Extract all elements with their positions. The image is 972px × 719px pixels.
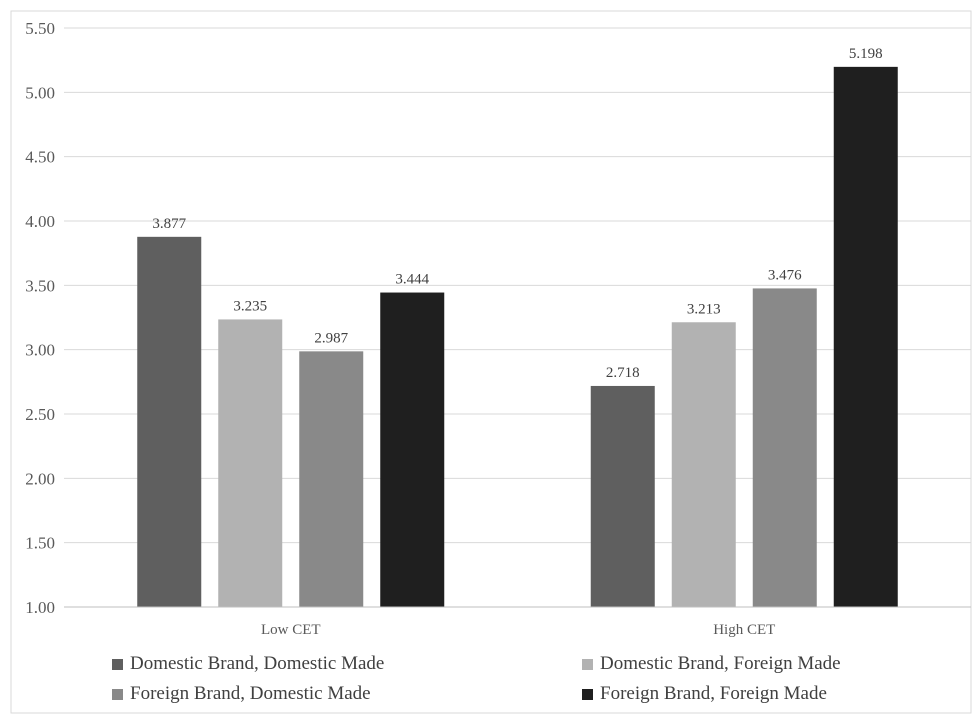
data-label: 3.444 (395, 272, 429, 288)
data-label: 3.476 (768, 267, 802, 283)
legend-item: Foreign Brand, Domestic Made (112, 682, 582, 706)
bar (833, 66, 898, 608)
legend-label: Foreign Brand, Foreign Made (600, 683, 827, 704)
y-tick-label: 2.50 (25, 405, 55, 424)
chart-legend: Domestic Brand, Domestic Made Domestic Br… (112, 652, 932, 706)
bar (299, 351, 364, 607)
y-tick-label: 4.50 (25, 148, 55, 167)
bar (380, 292, 445, 607)
data-label: 5.198 (849, 46, 883, 62)
data-label: 2.987 (314, 330, 348, 346)
x-tick-label: High CET (713, 622, 775, 638)
legend-item: Domestic Brand, Domestic Made (112, 652, 582, 676)
legend-item: Foreign Brand, Foreign Made (582, 682, 932, 706)
bar (671, 322, 736, 607)
bar (137, 236, 202, 608)
y-tick-label: 3.00 (25, 341, 55, 360)
y-tick-label: 2.00 (25, 469, 55, 488)
y-tick-label: 5.50 (25, 19, 55, 38)
y-tick-label: 5.00 (25, 83, 55, 102)
bar (218, 319, 283, 607)
data-label: 3.877 (152, 216, 186, 232)
legend-label: Domestic Brand, Domestic Made (130, 653, 385, 674)
data-label: 2.718 (606, 365, 640, 381)
y-tick-label: 3.50 (25, 276, 55, 295)
legend-swatch (582, 688, 593, 700)
y-tick-label: 1.50 (25, 534, 55, 553)
x-tick-label: Low CET (261, 622, 321, 638)
data-label: 3.235 (233, 298, 267, 314)
y-tick-label: 1.00 (25, 598, 55, 617)
legend-swatch (582, 658, 593, 670)
data-label: 3.213 (687, 301, 721, 317)
bar (590, 385, 655, 607)
legend-label: Domestic Brand, Foreign Made (600, 653, 841, 674)
y-tick-label: 4.00 (25, 212, 55, 231)
legend-item: Domestic Brand, Foreign Made (582, 652, 932, 676)
legend-swatch (112, 688, 123, 700)
legend-swatch (112, 658, 123, 670)
bar (752, 288, 817, 607)
legend-label: Foreign Brand, Domestic Made (130, 683, 371, 704)
